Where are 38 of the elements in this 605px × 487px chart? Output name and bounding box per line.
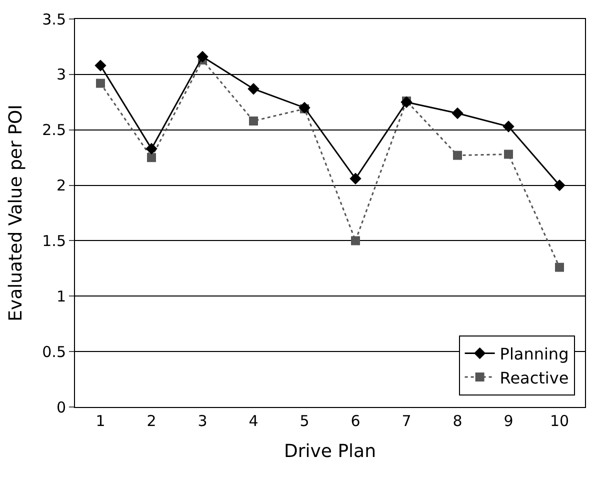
x-tick-label: 7 bbox=[402, 412, 412, 430]
point bbox=[94, 60, 106, 72]
point bbox=[249, 116, 258, 126]
x-tick-label: 9 bbox=[504, 412, 514, 430]
point bbox=[351, 236, 360, 246]
point bbox=[147, 153, 156, 162]
x-tick-label: 2 bbox=[146, 412, 156, 430]
x-tick-label: 3 bbox=[198, 412, 208, 430]
point bbox=[453, 150, 462, 160]
y-tick-label: 0.5 bbox=[42, 342, 66, 361]
y-tick-label: 0 bbox=[56, 398, 66, 416]
y-tick-label: 3 bbox=[56, 66, 66, 84]
x-tick-label: 1 bbox=[96, 412, 106, 430]
y-axis-title: Evaluated Value per POI bbox=[5, 104, 26, 322]
x-tick-label: 5 bbox=[300, 412, 310, 430]
x-axis-title: Drive Plan bbox=[284, 441, 376, 462]
point bbox=[554, 179, 566, 192]
y-tick-label: 1.5 bbox=[42, 232, 66, 250]
y-tick-label: 3.5 bbox=[42, 10, 66, 28]
point bbox=[502, 120, 514, 132]
point bbox=[196, 50, 208, 63]
point bbox=[452, 107, 464, 120]
y-tick-label: 1 bbox=[56, 287, 66, 306]
legend-label: Planning bbox=[500, 344, 569, 364]
point bbox=[350, 172, 362, 184]
point bbox=[146, 142, 158, 155]
x-tick-label: 8 bbox=[452, 412, 462, 430]
y-tick-label: 2 bbox=[56, 176, 66, 195]
x-tick-label: 4 bbox=[248, 412, 258, 430]
point bbox=[96, 78, 105, 88]
legend-label: Reactive bbox=[500, 368, 569, 388]
x-tick-label: 6 bbox=[350, 412, 360, 430]
point bbox=[555, 262, 564, 272]
point bbox=[504, 150, 513, 159]
x-tick-label: 10 bbox=[550, 412, 570, 430]
point bbox=[298, 102, 310, 114]
y-tick-label: 2.5 bbox=[42, 121, 66, 140]
point bbox=[248, 82, 260, 95]
